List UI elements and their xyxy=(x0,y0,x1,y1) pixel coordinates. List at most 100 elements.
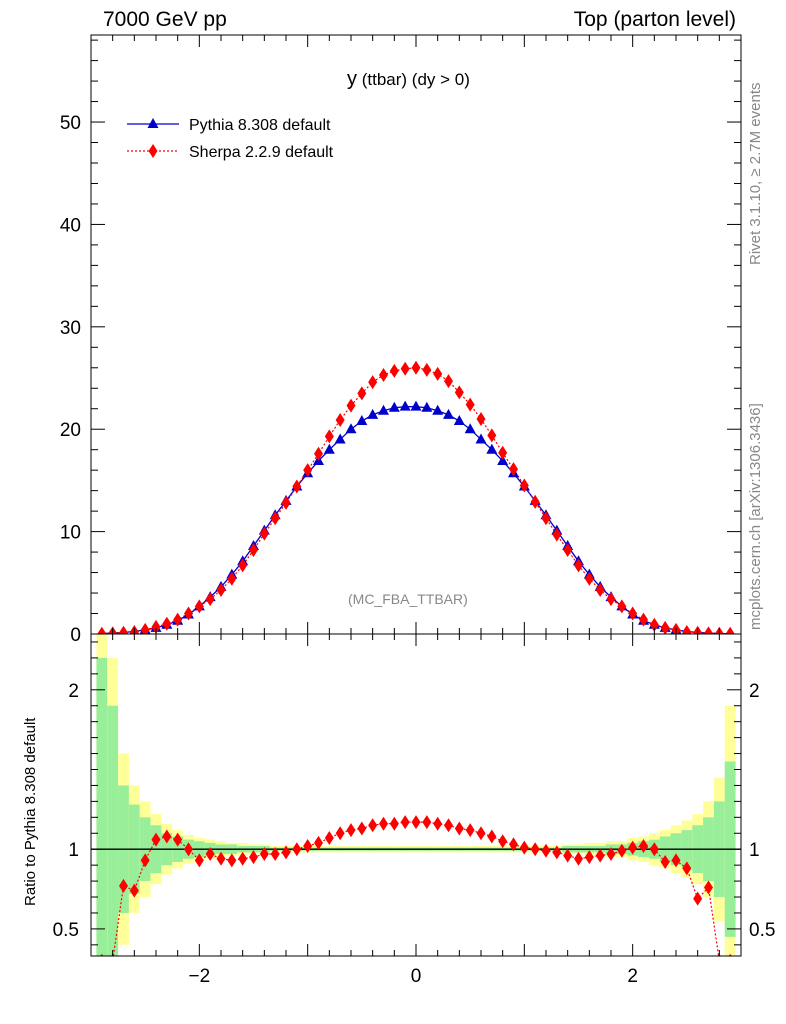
ratio-sherpa-point xyxy=(574,851,583,866)
sherpa-point xyxy=(249,543,258,558)
ratio-sherpa-point xyxy=(606,846,616,861)
ratio-sherpa-point xyxy=(422,815,432,830)
sherpa-point xyxy=(649,617,659,632)
main-y-tick-label: 0 xyxy=(70,625,81,646)
ratio-frame xyxy=(90,633,742,957)
sherpa-point xyxy=(476,411,486,426)
ratio-y-tick-label-right: 1 xyxy=(749,840,760,861)
ratio-sherpa-point xyxy=(357,821,367,836)
ratio-sherpa-point xyxy=(628,840,638,855)
ratio-sherpa-point xyxy=(454,821,464,836)
pythia-point xyxy=(421,401,433,412)
sherpa-point xyxy=(281,495,291,510)
ratio-sherpa-point xyxy=(194,853,204,868)
ratio-series-group xyxy=(91,815,741,956)
main-y-tick-label: 10 xyxy=(60,523,81,544)
sherpa-point xyxy=(173,612,183,627)
sherpa-point xyxy=(704,626,713,634)
legend-pythia-label: Pythia 8.308 default xyxy=(189,117,331,134)
sherpa-point xyxy=(324,429,334,444)
plot-title-variable: y xyxy=(347,68,357,90)
ratio-sherpa-point xyxy=(519,840,529,855)
ratio-y-tick-label-right: 0.5 xyxy=(749,920,775,941)
pythia-point xyxy=(334,433,346,444)
ratio-sherpa-point xyxy=(249,850,258,865)
sherpa-point xyxy=(465,397,475,412)
ratio-sherpa-point xyxy=(509,837,518,852)
ratio-sherpa-point xyxy=(411,815,421,830)
ratio-sherpa-point xyxy=(151,832,161,847)
sherpa-point xyxy=(389,363,399,378)
ratio-sherpa-point xyxy=(173,832,183,847)
ratio-sherpa-point xyxy=(184,842,193,857)
sherpa-point xyxy=(584,571,594,586)
pythia-point xyxy=(367,408,379,419)
ratio-sherpa-point xyxy=(216,851,226,866)
ratio-sherpa-point xyxy=(259,846,269,861)
pythia-point xyxy=(410,400,422,411)
sherpa-point xyxy=(400,361,410,376)
pythia-point xyxy=(388,401,400,412)
sherpa-point xyxy=(140,622,150,634)
ratio-y-axis-label: Ratio to Pythia 8.308 default xyxy=(22,717,39,906)
ratio-sherpa-point xyxy=(682,861,692,876)
sherpa-point xyxy=(617,599,627,614)
ratio-sherpa-point xyxy=(324,831,334,846)
pythia-point xyxy=(497,454,509,465)
ratio-sherpa-point xyxy=(541,843,551,858)
x-tick-label: 0 xyxy=(411,966,422,987)
sherpa-point xyxy=(184,606,193,621)
ratio-y-tick-label-right: 2 xyxy=(749,681,760,702)
ratio-y-tick-label: 1 xyxy=(68,840,79,861)
sherpa-point xyxy=(660,620,670,634)
sherpa-point xyxy=(574,558,583,573)
ratio-sherpa-point xyxy=(303,839,313,854)
ratio-sherpa-point xyxy=(552,845,562,860)
sherpa-point xyxy=(97,626,107,634)
pythia-point xyxy=(486,443,498,454)
sherpa-point xyxy=(530,494,540,509)
band-inner-bin xyxy=(96,657,108,956)
analysis-reference: (MC_FBA_TTBAR) xyxy=(348,591,468,607)
main-y-tick-label: 40 xyxy=(60,215,81,236)
ratio-sherpa-point xyxy=(270,846,280,861)
pythia-point xyxy=(464,423,476,434)
ratio-sherpa-point xyxy=(379,816,388,831)
ratio-y-tick-label: 2 xyxy=(68,681,79,702)
ratio-sherpa-point xyxy=(584,850,594,865)
sherpa-point xyxy=(519,478,529,493)
ratio-sherpa-point xyxy=(368,818,378,833)
ratio-sherpa-point xyxy=(444,818,453,833)
ratio-sherpa-point xyxy=(314,835,323,850)
sherpa-point xyxy=(259,526,269,541)
sherpa-point xyxy=(433,366,443,381)
pythia-point xyxy=(399,400,411,411)
ratio-sherpa-point xyxy=(335,826,345,841)
ratio-sherpa-point xyxy=(129,883,139,898)
ratio-sherpa-point xyxy=(693,891,703,906)
sherpa-point xyxy=(238,558,248,573)
ratio-sherpa-point xyxy=(400,815,410,830)
x-tick-label: 2 xyxy=(627,966,638,987)
pythia-point xyxy=(345,423,357,434)
ratio-sherpa-point xyxy=(292,842,302,857)
x-tick-label: −2 xyxy=(188,966,210,987)
legend-sherpa-label: Sherpa 2.2.9 default xyxy=(189,144,334,161)
sherpa-point xyxy=(303,463,313,478)
pythia-point xyxy=(323,443,335,454)
pythia-point xyxy=(453,415,465,426)
ratio-sherpa-point xyxy=(487,829,497,844)
ratio-sherpa-point xyxy=(595,848,605,863)
main-y-tick-label: 50 xyxy=(60,113,81,134)
ratio-sherpa-point xyxy=(433,816,443,831)
ratio-sherpa-point xyxy=(704,880,713,895)
sherpa-point xyxy=(119,625,128,634)
ratio-sherpa-point xyxy=(617,843,627,858)
sherpa-point xyxy=(444,374,453,389)
legend: Pythia 8.308 default Sherpa 2.2.9 default xyxy=(127,117,334,161)
sherpa-point xyxy=(541,511,551,526)
legend-pythia-marker xyxy=(147,118,159,128)
sherpa-point xyxy=(270,511,280,526)
plot-title: y (ttbar) (dy > 0) xyxy=(347,68,470,91)
